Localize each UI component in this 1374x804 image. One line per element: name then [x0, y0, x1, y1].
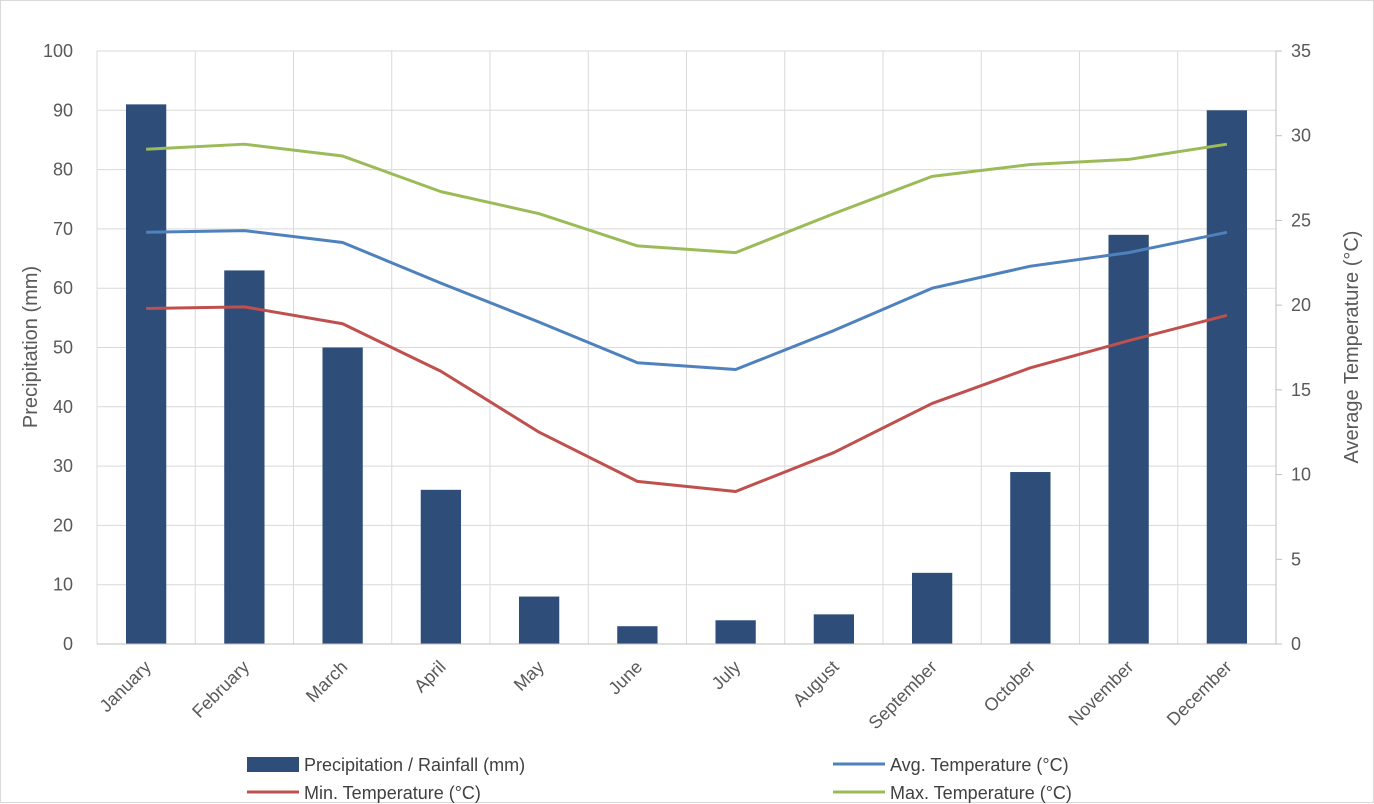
precipitation-bar [224, 270, 265, 644]
y2-tick-label: 0 [1291, 634, 1301, 654]
y-tick-label: 60 [53, 278, 73, 298]
max-temperature-line [146, 142, 1228, 255]
y-tick-label: 40 [53, 397, 73, 417]
y-tick-label: 20 [53, 515, 73, 535]
y-axis-title: Precipitation (mm) [20, 266, 42, 428]
legend-label-precipitation: Precipitation / Rainfall (mm) [304, 755, 525, 775]
y-tick-label: 100 [43, 41, 73, 61]
gridlines [96, 50, 1277, 645]
y2-axis-title: Average Temperature (°C) [1341, 231, 1363, 464]
y-tick-label: 10 [53, 575, 73, 595]
legend-label-min-temp: Min. Temperature (°C) [304, 783, 481, 803]
x-tick-label: May [510, 657, 548, 695]
legend-label-avg-temp: Avg. Temperature (°C) [890, 755, 1069, 775]
x-tick-label: November [1065, 657, 1138, 730]
x-tick-label: June [604, 657, 646, 699]
y2-tick-label: 10 [1291, 465, 1311, 485]
legend-label-max-temp: Max. Temperature (°C) [890, 783, 1072, 803]
precipitation-bar [322, 347, 363, 644]
x-tick-label: April [410, 657, 450, 697]
x-tick-label: August [789, 657, 843, 711]
precipitation-bar [420, 489, 462, 644]
precipitation-bar [1108, 234, 1149, 644]
y-tick-label: 30 [53, 456, 73, 476]
x-tick-label: January [96, 657, 155, 716]
y-tick-label: 80 [53, 160, 73, 180]
precipitation-bar [1010, 472, 1051, 644]
precipitation-bar [813, 614, 855, 644]
min-temperature-line [146, 305, 1228, 494]
y2-tick-label: 30 [1291, 126, 1311, 146]
y-tick-label: 0 [63, 634, 73, 654]
avg-temperature-line [146, 229, 1228, 372]
legend-swatch-precipitation [247, 757, 299, 772]
x-tick-label: December [1163, 657, 1236, 730]
x-tick-label: September [865, 657, 941, 733]
legend: Precipitation / Rainfall (mm) Avg. Tempe… [247, 755, 1072, 803]
y-tick-label: 70 [53, 219, 73, 239]
precipitation-bar [911, 572, 953, 644]
precipitation-bar [617, 626, 658, 644]
x-tick-label: October [980, 657, 1039, 716]
y-tick-label: 90 [53, 100, 73, 120]
y2-tick-label: 25 [1291, 210, 1311, 230]
y2-tick-label: 15 [1291, 380, 1311, 400]
y2-tick-label: 35 [1291, 41, 1311, 61]
precipitation-bar [1206, 110, 1248, 645]
x-tick-label: March [302, 657, 352, 707]
precipitation-bar [125, 104, 167, 645]
x-tick-label: February [188, 657, 253, 722]
y2-tick-label: 20 [1291, 295, 1311, 315]
y2-tick-label: 5 [1291, 549, 1301, 569]
precipitation-bar [715, 620, 756, 644]
x-tick-label: July [708, 657, 745, 694]
precipitation-bars [125, 104, 1248, 645]
temperature-lines [146, 142, 1228, 494]
precipitation-bar [518, 596, 560, 644]
y-tick-label: 50 [53, 338, 73, 358]
